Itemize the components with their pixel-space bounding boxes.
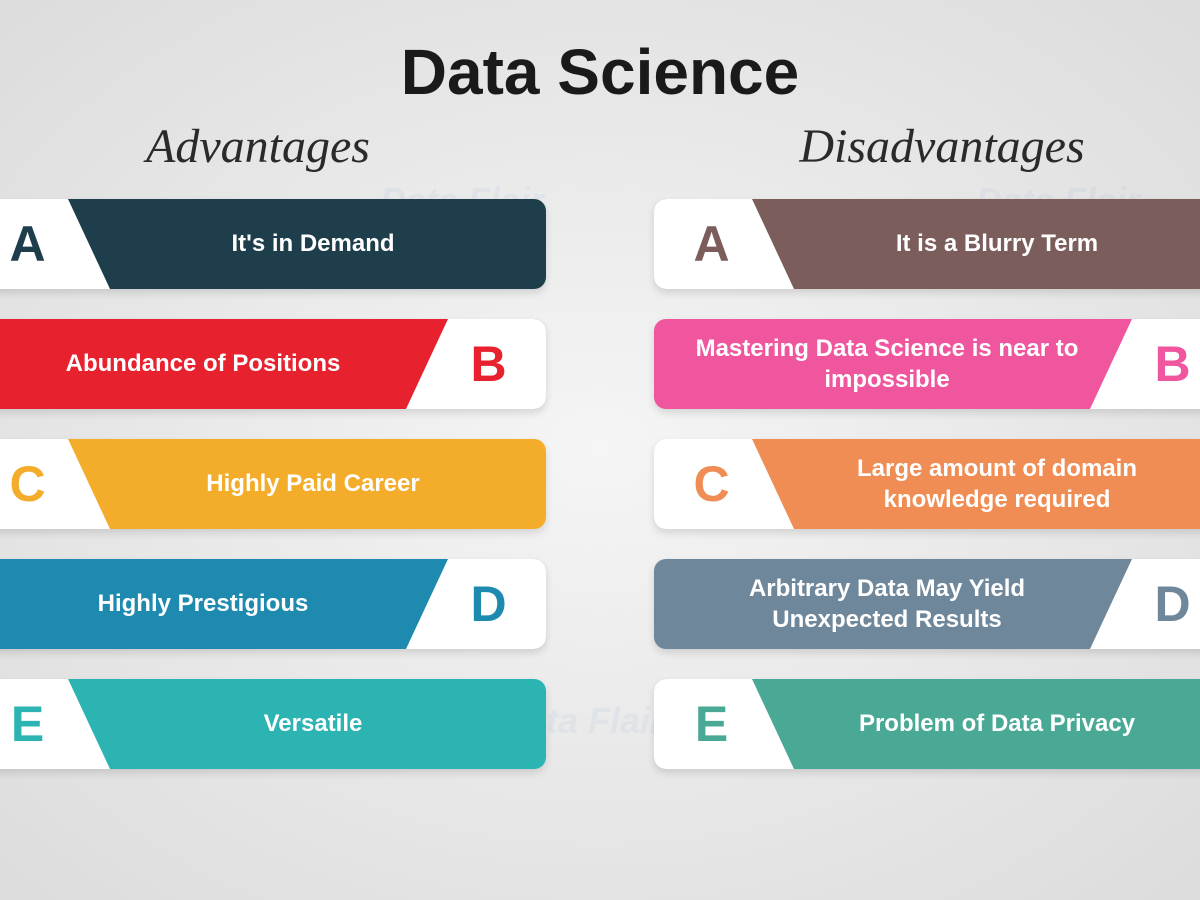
letter-tab: C: [654, 439, 794, 529]
advantages-column: Advantages A It's in Demand B Abundance of …: [0, 119, 546, 769]
bar-text: It is a Blurry Term: [774, 228, 1200, 259]
bar-letter: B: [470, 335, 506, 393]
disadvantages-column: Disadvantages A It is a Blurry Term B Maste…: [654, 119, 1200, 769]
bar-text: Large amount of domain knowledge require…: [774, 453, 1200, 515]
bar-text: Versatile: [90, 708, 546, 739]
letter-tab: E: [654, 679, 794, 769]
advantages-bar-d: D Highly Prestigious: [0, 559, 546, 649]
bar-letter: C: [9, 455, 45, 513]
letter-tab: B: [406, 319, 546, 409]
disadvantages-heading: Disadvantages: [654, 119, 1200, 174]
disadvantages-bar-c: C Large amount of domain knowledge requir…: [654, 439, 1200, 529]
page-title: Data Science: [0, 0, 1200, 119]
advantages-bar-c: C Highly Paid Career: [0, 439, 546, 529]
bar-text: Mastering Data Science is near to imposs…: [654, 333, 1110, 395]
bar-letter: E: [695, 695, 728, 753]
columns-container: Advantages A It's in Demand B Abundance of …: [0, 119, 1200, 769]
bar-letter: B: [1154, 335, 1190, 393]
bar-letter: A: [9, 215, 45, 273]
advantages-bar-b: B Abundance of Positions: [0, 319, 546, 409]
disadvantages-bar-b: B Mastering Data Science is near to impos…: [654, 319, 1200, 409]
bar-text: Arbitrary Data May Yield Unexpected Resu…: [654, 573, 1110, 635]
bar-text: Problem of Data Privacy: [774, 708, 1200, 739]
disadvantages-bar-a: A It is a Blurry Term: [654, 199, 1200, 289]
bar-letter: E: [11, 695, 44, 753]
bar-text: Highly Paid Career: [90, 468, 546, 499]
advantages-bar-a: A It's in Demand: [0, 199, 546, 289]
bar-text: It's in Demand: [90, 228, 546, 259]
letter-tab: D: [406, 559, 546, 649]
bar-letter: D: [1154, 575, 1190, 633]
bar-letter: D: [470, 575, 506, 633]
bar-letter: A: [693, 215, 729, 273]
bar-text: Highly Prestigious: [0, 588, 426, 619]
advantages-heading: Advantages: [0, 119, 546, 174]
advantages-bars: A It's in Demand B Abundance of Positions C H…: [0, 199, 546, 769]
disadvantages-bar-d: D Arbitrary Data May Yield Unexpected Res…: [654, 559, 1200, 649]
advantages-bar-e: E Versatile: [0, 679, 546, 769]
disadvantages-bar-e: E Problem of Data Privacy: [654, 679, 1200, 769]
bar-text: Abundance of Positions: [0, 348, 426, 379]
disadvantages-bars: A It is a Blurry Term B Mastering Data Scie…: [654, 199, 1200, 769]
letter-tab: A: [654, 199, 794, 289]
bar-letter: C: [693, 455, 729, 513]
